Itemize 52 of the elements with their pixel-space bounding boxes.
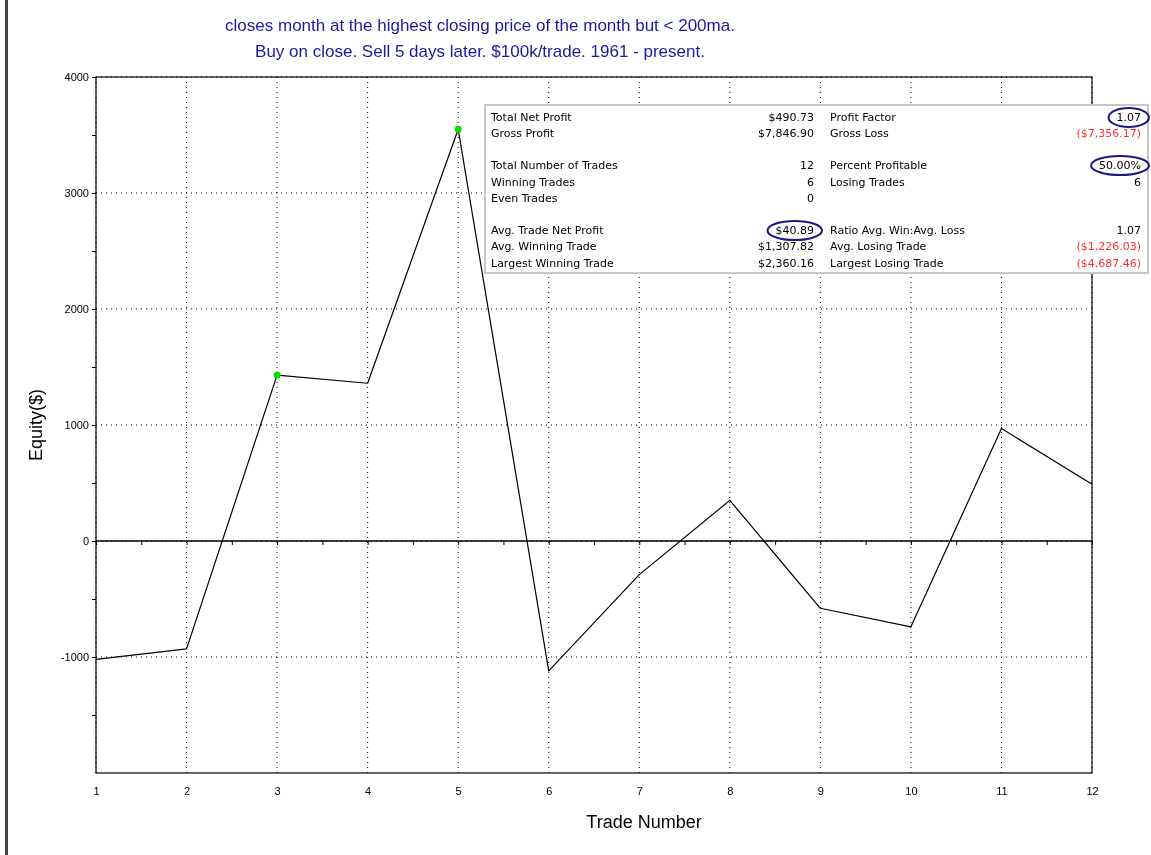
annotation: Avg. Losing Trade: [830, 240, 927, 253]
y-tick-label: 3000: [64, 187, 89, 200]
annotation: $1,307.82: [758, 240, 814, 253]
annotation: ($4,687.46): [1076, 257, 1141, 270]
x-tick-label: 4: [365, 784, 372, 797]
x-tick-label: 9: [817, 784, 824, 797]
x-tick-label: 5: [455, 784, 462, 797]
text: 1.07: [1116, 111, 1141, 124]
text: 6: [1134, 176, 1141, 189]
y-tick-label: -1000: [60, 651, 89, 664]
x-tick-label: 12: [1086, 784, 1099, 797]
annotation: 12: [800, 159, 814, 172]
annotation: Profit Factor: [830, 111, 897, 124]
y-tick-label: 0: [82, 535, 89, 548]
annotation: Avg. Winning Trade: [491, 240, 597, 253]
y-axis-title: Equity($): [26, 388, 46, 462]
x-tick-label: 8: [727, 784, 734, 797]
annotation: 6: [807, 176, 814, 189]
annotation: Winning Trades: [491, 176, 576, 189]
y-tick-label: 1000: [64, 419, 89, 432]
y-tick-label: 2000: [64, 303, 89, 316]
annotation: Largest Losing Trade: [830, 257, 944, 270]
annotation: Ratio Avg. Win:Avg. Loss: [830, 224, 966, 237]
annotation: $7,846.90: [758, 127, 814, 140]
annotation: Total Net Profit: [490, 111, 573, 124]
annotation: Even Trades: [491, 192, 558, 205]
annotation: ($7,356.17): [1076, 127, 1141, 140]
annotation: ($1,226.03): [1076, 240, 1141, 253]
annotation: Percent Profitable: [830, 159, 928, 172]
annotation: $40.89: [775, 224, 814, 237]
x-tick-label: 11: [996, 784, 1008, 797]
chart-title: closes month at the highest closing price of the month but < 200ma.: [225, 16, 735, 35]
annotation: Gross Profit: [491, 127, 555, 140]
y-tick-label: 4000: [64, 71, 89, 84]
annotation: Total Number of Trades: [490, 159, 619, 172]
annotation: Losing Trades: [830, 176, 906, 189]
x-tick-label: 3: [274, 784, 281, 797]
annotation: 0: [807, 192, 814, 205]
annotation: Gross Loss: [830, 127, 889, 140]
chart-subtitle: Buy on close. Sell 5 days later. $100k/trade. 1961 - present.: [255, 42, 705, 61]
annotation: Largest Winning Trade: [491, 257, 614, 270]
annotation: $490.73: [768, 111, 814, 124]
x-tick-label: 7: [636, 784, 643, 797]
text: 50.00%: [1099, 159, 1141, 172]
x-tick-label: 1: [93, 784, 100, 797]
annotation: Avg. Trade Net Profit: [491, 224, 605, 237]
x-tick-label: 6: [546, 784, 553, 797]
x-tick-label: 2: [183, 784, 191, 797]
x-axis-title: Trade Number: [586, 812, 702, 832]
x-tick-label: 10: [905, 784, 918, 797]
annotation: $2,360.16: [758, 257, 814, 270]
text: 1.07: [1116, 224, 1141, 237]
